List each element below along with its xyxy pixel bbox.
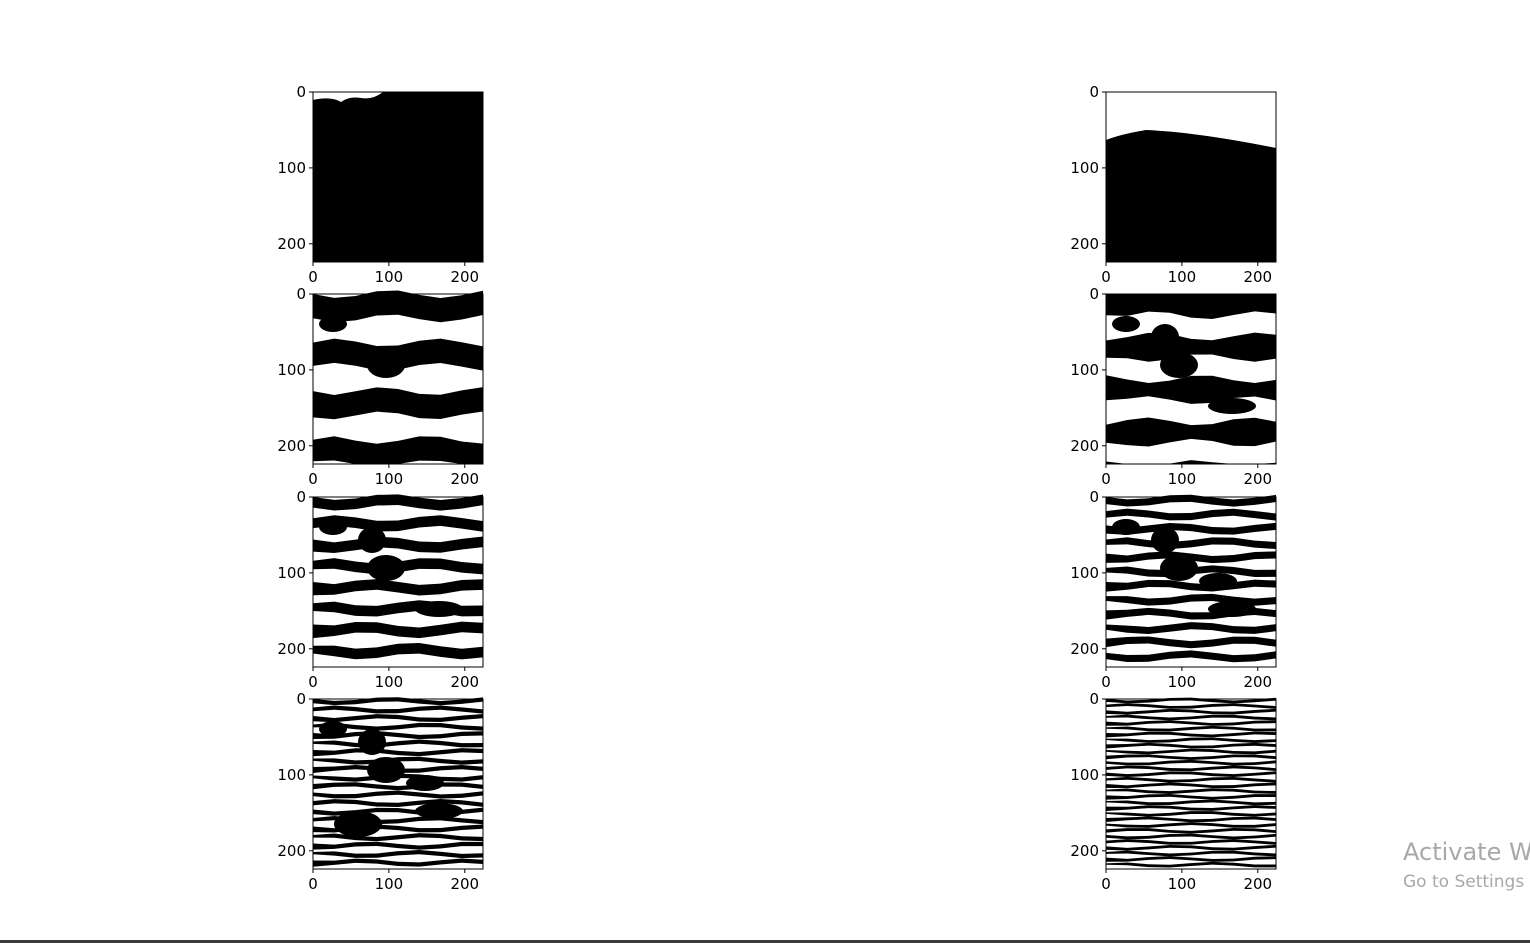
axes-frame — [312, 698, 484, 870]
watermark-line1: Activate Windows — [1403, 838, 1530, 866]
x-tick-label: 200 — [1243, 875, 1272, 893]
y-tick-label: 200 — [1070, 842, 1099, 860]
x-tick-label: 0 — [308, 673, 318, 691]
y-tick-label: 200 — [1070, 235, 1099, 253]
y-tick-label: 200 — [277, 235, 306, 253]
x-tick-label: 100 — [1168, 875, 1197, 893]
x-tick-label: 0 — [1101, 470, 1111, 488]
binary-image — [1106, 494, 1276, 663]
y-tick-label: 200 — [277, 640, 306, 658]
x-tick-label: 200 — [1243, 470, 1272, 488]
axes-frame — [312, 293, 484, 465]
y-tick-label: 100 — [277, 159, 306, 177]
y-tick-label: 0 — [1089, 690, 1099, 708]
axes-frame — [1105, 698, 1277, 870]
y-tick-label: 100 — [277, 564, 306, 582]
binary-image — [1106, 92, 1276, 262]
binary-image — [313, 92, 483, 262]
y-tick-label: 100 — [1070, 159, 1099, 177]
y-tick-label: 0 — [1089, 285, 1099, 303]
axes-frame — [1105, 91, 1277, 263]
y-tick-label: 100 — [1070, 564, 1099, 582]
x-tick-label: 200 — [450, 673, 479, 691]
x-tick-label: 100 — [1168, 268, 1197, 286]
x-tick-label: 0 — [1101, 268, 1111, 286]
x-tick-label: 200 — [1243, 268, 1272, 286]
x-tick-label: 100 — [375, 470, 404, 488]
x-tick-label: 0 — [308, 268, 318, 286]
x-tick-label: 100 — [375, 268, 404, 286]
y-tick-label: 100 — [1070, 766, 1099, 784]
axes-frame — [1105, 496, 1277, 668]
x-tick-label: 100 — [1168, 470, 1197, 488]
x-tick-label: 0 — [1101, 673, 1111, 691]
y-tick-label: 0 — [1089, 488, 1099, 506]
x-tick-label: 200 — [450, 875, 479, 893]
binary-image — [1106, 294, 1276, 464]
watermark-line2: Go to Settings to activate Windows. — [1403, 872, 1530, 892]
x-tick-label: 100 — [375, 875, 404, 893]
y-tick-label: 0 — [296, 83, 306, 101]
x-tick-label: 200 — [450, 470, 479, 488]
y-tick-label: 0 — [296, 285, 306, 303]
x-tick-label: 100 — [375, 673, 404, 691]
y-tick-label: 100 — [277, 766, 306, 784]
x-tick-label: 200 — [450, 268, 479, 286]
taskbar-edge — [0, 940, 1530, 943]
y-tick-label: 0 — [296, 488, 306, 506]
y-tick-label: 0 — [296, 690, 306, 708]
axes-frame — [312, 496, 484, 668]
y-tick-label: 200 — [1070, 640, 1099, 658]
y-tick-label: 0 — [1089, 83, 1099, 101]
y-tick-label: 100 — [277, 361, 306, 379]
axes-frame — [312, 91, 484, 263]
binary-image — [313, 697, 483, 867]
y-tick-label: 200 — [1070, 437, 1099, 455]
y-tick-label: 200 — [277, 842, 306, 860]
x-tick-label: 0 — [1101, 875, 1111, 893]
binary-image — [313, 494, 483, 660]
x-tick-label: 0 — [308, 470, 318, 488]
y-tick-label: 200 — [277, 437, 306, 455]
x-tick-label: 0 — [308, 875, 318, 893]
binary-image — [1106, 697, 1276, 868]
x-tick-label: 100 — [1168, 673, 1197, 691]
binary-image — [313, 290, 483, 464]
y-tick-label: 100 — [1070, 361, 1099, 379]
x-tick-label: 200 — [1243, 673, 1272, 691]
axes-frame — [1105, 293, 1277, 465]
